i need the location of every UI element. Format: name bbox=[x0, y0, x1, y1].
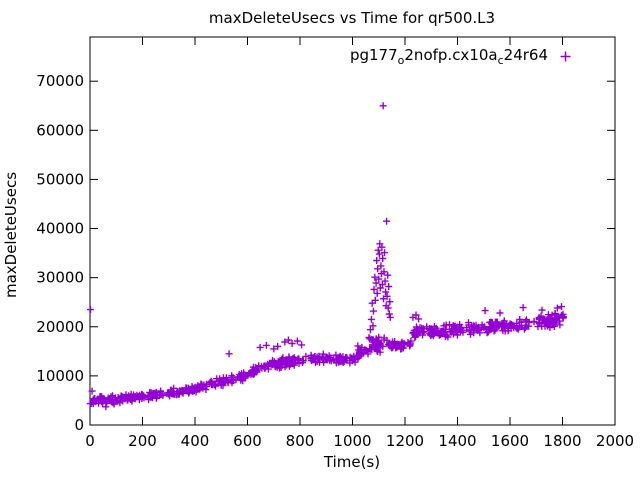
legend-plus-marker-icon bbox=[560, 51, 571, 61]
x-tick-label: 1400 bbox=[438, 432, 476, 450]
x-tick-label: 1600 bbox=[491, 432, 529, 450]
scatter-series-points bbox=[86, 102, 567, 411]
x-tick-label: 2000 bbox=[596, 432, 634, 450]
y-tick-label: 60000 bbox=[36, 121, 84, 139]
legend: pg177o2nofp.cx10ac24r64 bbox=[349, 46, 573, 67]
x-tick-label: 0 bbox=[85, 432, 95, 450]
x-tick-label: 1200 bbox=[386, 432, 424, 450]
legend-label-text: 24r64 bbox=[503, 46, 548, 64]
y-axis-label: maxDeleteUsecs bbox=[2, 172, 20, 298]
y-tick-label: 40000 bbox=[36, 220, 84, 238]
y-tick-label: 10000 bbox=[36, 367, 84, 385]
x-tick-label: 800 bbox=[286, 432, 315, 450]
legend-series-label: pg177o2nofp.cx10ac24r64 bbox=[349, 46, 548, 67]
y-tick-label: 50000 bbox=[36, 170, 84, 188]
x-tick-label: 1800 bbox=[543, 432, 581, 450]
y-tick-label: 30000 bbox=[36, 269, 84, 287]
y-tick-label: 0 bbox=[74, 416, 84, 434]
x-tick-label: 200 bbox=[128, 432, 157, 450]
axis-tick-labels: 0 200 400 600 800 1000 1200 1400 1600 1800 2000010… bbox=[36, 72, 634, 450]
plot-border bbox=[89, 36, 616, 426]
x-tick-label: 600 bbox=[233, 432, 262, 450]
legend-label-subscript: o bbox=[397, 53, 405, 67]
legend-label-text: 2nofp.cx10a bbox=[404, 46, 498, 64]
axis-ticks bbox=[89, 37, 616, 426]
y-tick-label: 70000 bbox=[36, 72, 84, 90]
chart-title: maxDeleteUsecs vs Time for qr500.L3 bbox=[209, 9, 495, 27]
x-tick-label: 1000 bbox=[333, 432, 371, 450]
x-tick-label: 400 bbox=[181, 432, 210, 450]
legend-label-text: pg177 bbox=[349, 46, 398, 64]
legend-label-subscript: c bbox=[497, 53, 504, 67]
y-tick-label: 20000 bbox=[36, 318, 84, 336]
x-axis-label: Time(s) bbox=[323, 453, 380, 471]
